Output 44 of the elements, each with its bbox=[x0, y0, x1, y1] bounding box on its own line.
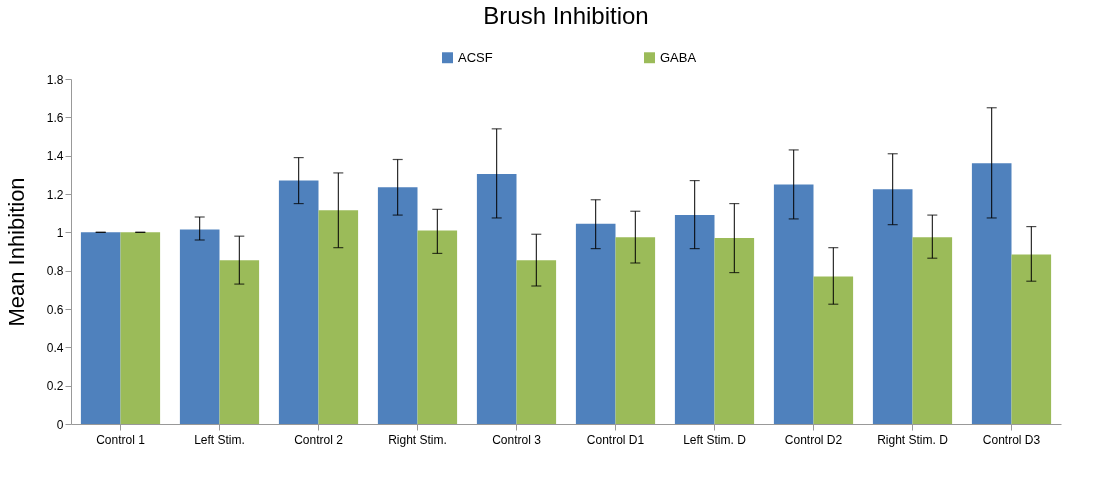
x-tick-label: Control D2 bbox=[784, 432, 843, 447]
bar bbox=[1011, 254, 1052, 424]
bar bbox=[219, 260, 260, 424]
bar bbox=[318, 210, 359, 424]
bar bbox=[417, 230, 458, 424]
bar bbox=[179, 229, 220, 424]
bar bbox=[120, 232, 161, 424]
legend-label: GABA bbox=[660, 49, 697, 65]
x-tick-label: Control D1 bbox=[586, 432, 645, 447]
bar bbox=[377, 187, 418, 424]
bar bbox=[872, 189, 913, 424]
x-tick-label: Left Stim. D bbox=[683, 432, 747, 447]
y-tick-label: 0.4 bbox=[46, 340, 64, 355]
y-tick-label: 1.6 bbox=[46, 110, 64, 125]
bar bbox=[912, 237, 953, 424]
y-tick-label: 1.4 bbox=[46, 149, 64, 164]
x-tick-label: Left Stim. bbox=[194, 432, 245, 447]
y-tick-label: 0.6 bbox=[46, 302, 64, 317]
y-tick-label: 0.8 bbox=[46, 264, 64, 279]
x-tick-label: Right Stim. D bbox=[877, 432, 949, 447]
x-tick-label: Control 3 bbox=[492, 432, 542, 447]
y-axis-title: Mean Inhibition bbox=[3, 177, 29, 327]
bar bbox=[516, 260, 557, 424]
bar bbox=[575, 223, 616, 424]
y-tick-label: 1 bbox=[56, 225, 64, 240]
y-tick-label: 1.8 bbox=[46, 72, 64, 87]
bar bbox=[773, 184, 814, 424]
bar bbox=[813, 276, 854, 424]
chart-title: Brush Inhibition bbox=[483, 2, 649, 29]
bar bbox=[278, 180, 319, 424]
bar bbox=[615, 237, 656, 424]
bar bbox=[674, 215, 715, 424]
x-tick-label: Right Stim. bbox=[388, 432, 447, 447]
bar bbox=[80, 232, 121, 424]
x-tick-label: Control 1 bbox=[96, 432, 146, 447]
legend-label: ACSF bbox=[458, 49, 493, 65]
bar bbox=[714, 238, 755, 424]
y-tick-label: 0 bbox=[56, 417, 64, 432]
y-tick-label: 1.2 bbox=[46, 187, 64, 202]
bar bbox=[971, 163, 1012, 424]
y-tick-label: 0.2 bbox=[46, 379, 64, 394]
x-tick-label: Control 2 bbox=[294, 432, 344, 447]
x-tick-label: Control D3 bbox=[982, 432, 1041, 447]
bar bbox=[476, 173, 517, 424]
